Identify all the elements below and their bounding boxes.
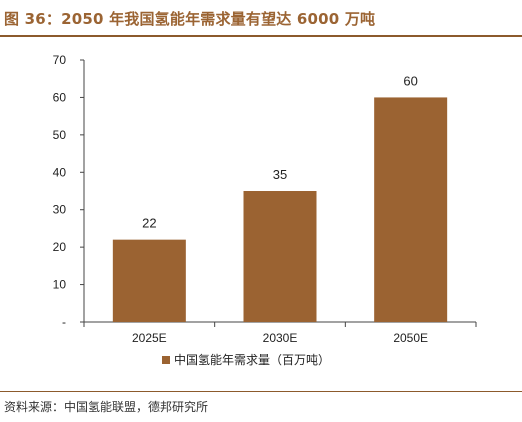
data-label: 35: [273, 167, 287, 182]
y-tick-label: 70: [53, 53, 67, 67]
x-tick-label: 2025E: [132, 331, 167, 345]
bar-chart: - 10 20 30 40 50 60 70 22 2025E 35 2030E 60 2050E 中国氢能…: [53, 53, 477, 367]
legend-label: 中国氢能年需求量（百万吨）: [174, 352, 330, 367]
data-label: 22: [142, 216, 156, 231]
source-divider: [0, 391, 522, 392]
x-tick-label: 2050E: [393, 331, 428, 345]
y-tick-label: 50: [53, 128, 67, 142]
legend-swatch: [162, 356, 170, 364]
y-tick-label: 30: [53, 203, 67, 217]
y-tick-label: 20: [53, 240, 67, 254]
bar: [374, 97, 448, 322]
y-tick-label: 40: [53, 165, 67, 179]
x-tick-label: 2030E: [263, 331, 298, 345]
bar: [112, 239, 186, 322]
y-tick-label: -: [62, 315, 66, 329]
source-note: 资料来源：中国氢能联盟，德邦研究所: [4, 400, 209, 414]
title-divider: [0, 35, 522, 37]
bar: [243, 191, 317, 322]
data-label: 60: [403, 73, 417, 88]
figure-title: 图 36：2050 年我国氢能年需求量有望达 6000 万吨: [4, 10, 376, 28]
y-tick-label: 60: [53, 90, 67, 104]
y-tick-label: 10: [53, 278, 67, 292]
